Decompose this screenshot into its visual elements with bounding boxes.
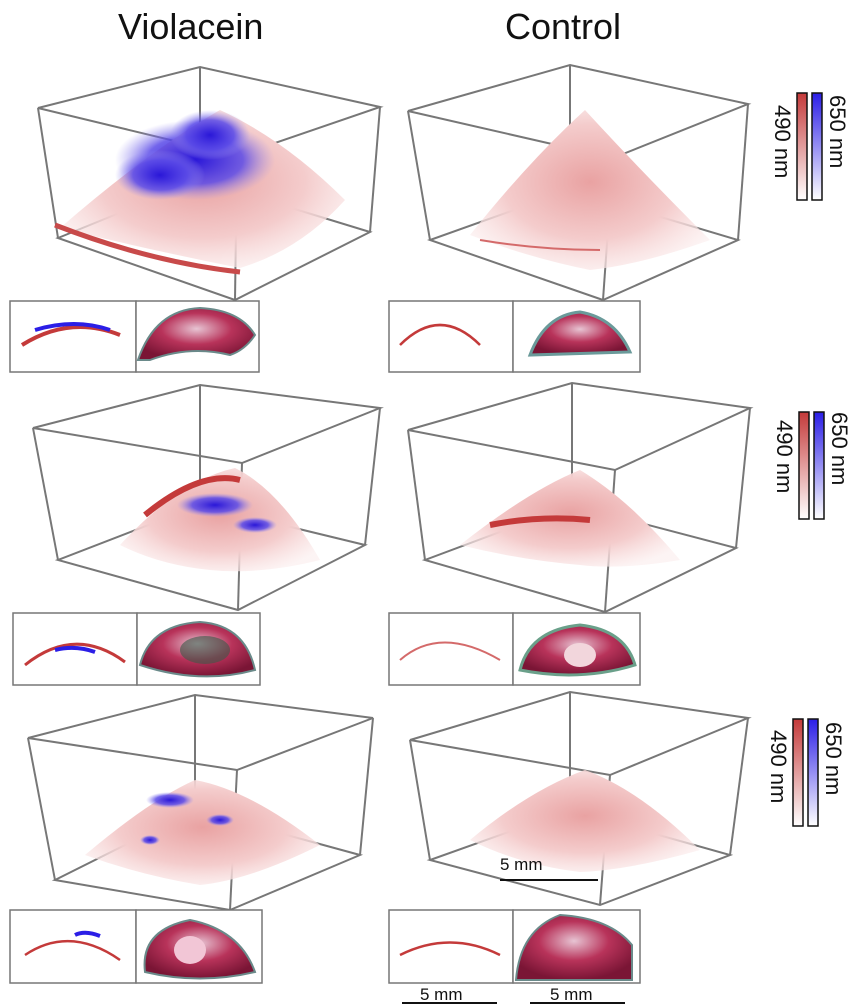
insets-violacein-2 — [12, 612, 261, 686]
insets-control-3 — [388, 909, 641, 984]
insets-violacein-3 — [9, 909, 263, 984]
scale-label-inset-a: 5 mm — [420, 985, 463, 1004]
colorbar-3-label-490: 490 nm — [766, 730, 791, 804]
column-title-violacein: Violacein — [118, 6, 264, 47]
colorbar-3 — [792, 718, 819, 827]
colorbar-2-label-650: 650 nm — [827, 412, 852, 486]
scale-label-main: 5 mm — [500, 855, 543, 874]
scale-label-inset-b: 5 mm — [550, 985, 593, 1004]
colorbar-1-label-490: 490 nm — [770, 105, 795, 179]
colorbar-2 — [798, 411, 825, 520]
insets-violacein-1 — [9, 300, 260, 373]
colorbar-1-label-650: 650 nm — [825, 95, 850, 169]
mound-violacein-3 — [85, 780, 320, 885]
mound-violacein-2 — [120, 468, 320, 572]
insets-control-1 — [388, 300, 641, 373]
mound-violacein-1 — [54, 110, 345, 275]
mound-control-1 — [470, 110, 710, 270]
mound-control-3 — [470, 770, 700, 872]
colorbar-3-label-650: 650 nm — [821, 722, 846, 796]
mound-control-2 — [460, 470, 680, 567]
colorbar-2-label-490: 490 nm — [772, 420, 797, 494]
column-title-control: Control — [505, 6, 622, 47]
insets-control-2 — [388, 612, 641, 686]
colorbar-1 — [796, 92, 823, 201]
